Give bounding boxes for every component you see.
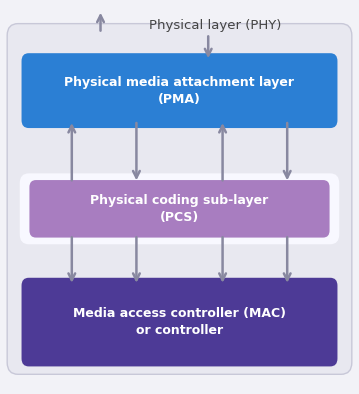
FancyBboxPatch shape — [22, 53, 337, 128]
Text: Physical coding sub-layer
(PCS): Physical coding sub-layer (PCS) — [90, 194, 269, 224]
FancyBboxPatch shape — [22, 278, 337, 366]
FancyBboxPatch shape — [29, 180, 330, 238]
Text: Physical media attachment layer
(PMA): Physical media attachment layer (PMA) — [65, 76, 294, 106]
Text: Media access controller (MAC)
or controller: Media access controller (MAC) or control… — [73, 307, 286, 337]
FancyBboxPatch shape — [20, 173, 339, 244]
FancyBboxPatch shape — [7, 24, 352, 374]
Text: Physical layer (PHY): Physical layer (PHY) — [149, 19, 281, 32]
